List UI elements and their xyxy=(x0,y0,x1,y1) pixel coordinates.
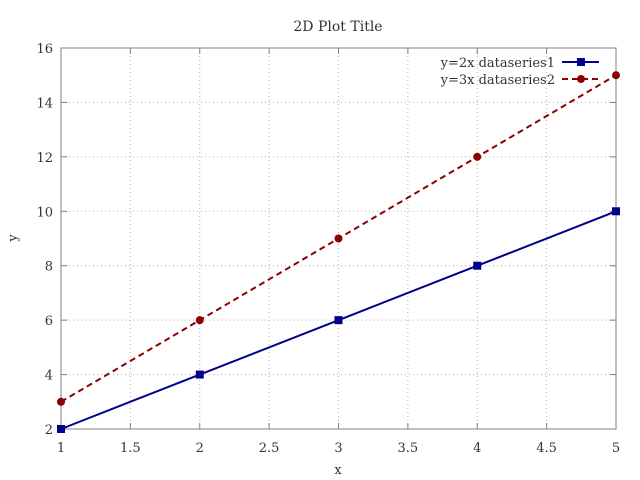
series-2-point xyxy=(195,316,204,325)
series-1-point xyxy=(334,316,343,325)
x-tick-label: 3 xyxy=(334,441,342,456)
series-2 xyxy=(57,71,620,406)
y-tick-label: 6 xyxy=(45,314,53,329)
x-tick-label: 3.5 xyxy=(398,441,419,456)
x-tick-label: 4 xyxy=(473,441,481,456)
x-tick-label: 4.5 xyxy=(536,441,557,456)
y-tick-label: 2 xyxy=(45,423,53,438)
series-2-point xyxy=(334,234,343,243)
series-1-point xyxy=(473,261,482,270)
axis-ticks: 1 1.5 2 2.5 3 3.5 4 4.5 5 2 4 6 8 10 12 14 16 xyxy=(36,42,620,456)
legend-swatch-marker-series-2 xyxy=(577,75,585,83)
series-2-point xyxy=(57,397,65,406)
series-1-point xyxy=(195,370,204,379)
legend-swatch-marker-series-1 xyxy=(577,58,585,66)
legend-label-series-1: y=2x dataseries1 xyxy=(440,56,555,71)
series-1-point xyxy=(612,207,620,216)
series-2-point xyxy=(612,71,620,80)
y-tick-label: 14 xyxy=(36,96,53,111)
chart-title: 2D Plot Title xyxy=(293,19,382,35)
legend: y=2x dataseries1 y=3x dataseries2 xyxy=(440,56,599,88)
series-group xyxy=(57,71,620,433)
y-tick-label: 4 xyxy=(45,369,53,384)
x-tick-label: 1.5 xyxy=(120,441,141,456)
legend-label-series-2: y=3x dataseries2 xyxy=(440,73,555,88)
series-1 xyxy=(57,207,620,433)
x-axis-label: x xyxy=(334,463,342,478)
y-tick-label: 16 xyxy=(36,42,53,57)
x-tick-label: 2 xyxy=(196,441,204,456)
x-tick-label: 2.5 xyxy=(259,441,280,456)
grid xyxy=(61,48,616,429)
y-axis-label: y xyxy=(6,234,21,243)
series-1-point xyxy=(57,425,65,433)
series-2-point xyxy=(473,152,482,161)
x-tick-label: 5 xyxy=(612,441,620,456)
y-tick-label: 12 xyxy=(36,151,53,166)
x-tick-label: 1 xyxy=(57,441,65,456)
y-tick-label: 8 xyxy=(45,260,53,275)
y-tick-label: 10 xyxy=(36,205,53,220)
